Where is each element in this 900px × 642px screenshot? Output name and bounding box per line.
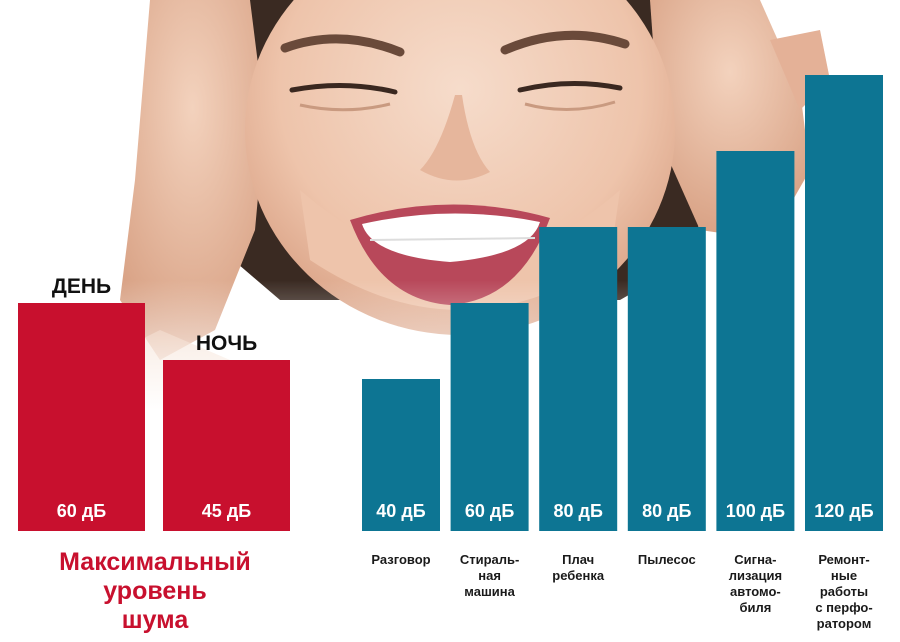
- chart-caption: Максимальный уровень шума: [20, 548, 290, 635]
- source-bar-value: 80 дБ: [642, 501, 691, 521]
- source-category-label: ная: [478, 568, 501, 583]
- source-category-label: биля: [739, 600, 771, 615]
- limit-bar-value: 60 дБ: [57, 501, 106, 521]
- source-category-label: ребенка: [552, 568, 605, 583]
- limit-bar: [18, 303, 145, 531]
- limit-bars: 60 дБ ДЕНЬ 45 дБ НОЧЬ: [18, 275, 290, 531]
- source-category-label: работы: [820, 584, 868, 599]
- source-category-label: Ремонт-: [818, 552, 869, 567]
- source-category-label: Пылесос: [638, 552, 696, 567]
- source-bar: [627, 227, 706, 531]
- source-bar: [716, 151, 795, 531]
- source-category-label: Сигна-: [734, 552, 776, 567]
- source-bar-value: 60 дБ: [465, 501, 514, 521]
- source-category-label: Разговор: [371, 552, 430, 567]
- caption-line: Максимальный: [59, 548, 251, 576]
- limit-name: ДЕНЬ: [52, 275, 111, 298]
- source-bar-value: 40 дБ: [376, 501, 425, 521]
- source-category-label: Плач: [562, 552, 594, 567]
- source-bar-value: 80 дБ: [554, 501, 603, 521]
- source-category-label: лизация: [729, 568, 782, 583]
- source-category-label: автомо-: [730, 584, 781, 599]
- limit-bar-value: 45 дБ: [202, 501, 251, 521]
- source-category-label: с перфо-: [815, 600, 872, 615]
- source-category-label: Стираль-: [460, 552, 520, 567]
- source-bar-value: 100 дБ: [726, 501, 785, 521]
- limit-bar: [163, 360, 290, 531]
- source-bar: [450, 303, 529, 531]
- source-bar-value: 120 дБ: [814, 501, 873, 521]
- source-bar: [805, 75, 883, 531]
- source-bar: [539, 227, 618, 531]
- limit-name: НОЧЬ: [196, 332, 257, 355]
- caption-line: шума: [121, 606, 189, 634]
- source-category-label: ные: [831, 568, 857, 583]
- source-category-label: машина: [464, 584, 515, 599]
- caption-line: уровень: [103, 577, 207, 605]
- source-bar: [362, 379, 440, 531]
- source-category-label: ратором: [817, 616, 872, 631]
